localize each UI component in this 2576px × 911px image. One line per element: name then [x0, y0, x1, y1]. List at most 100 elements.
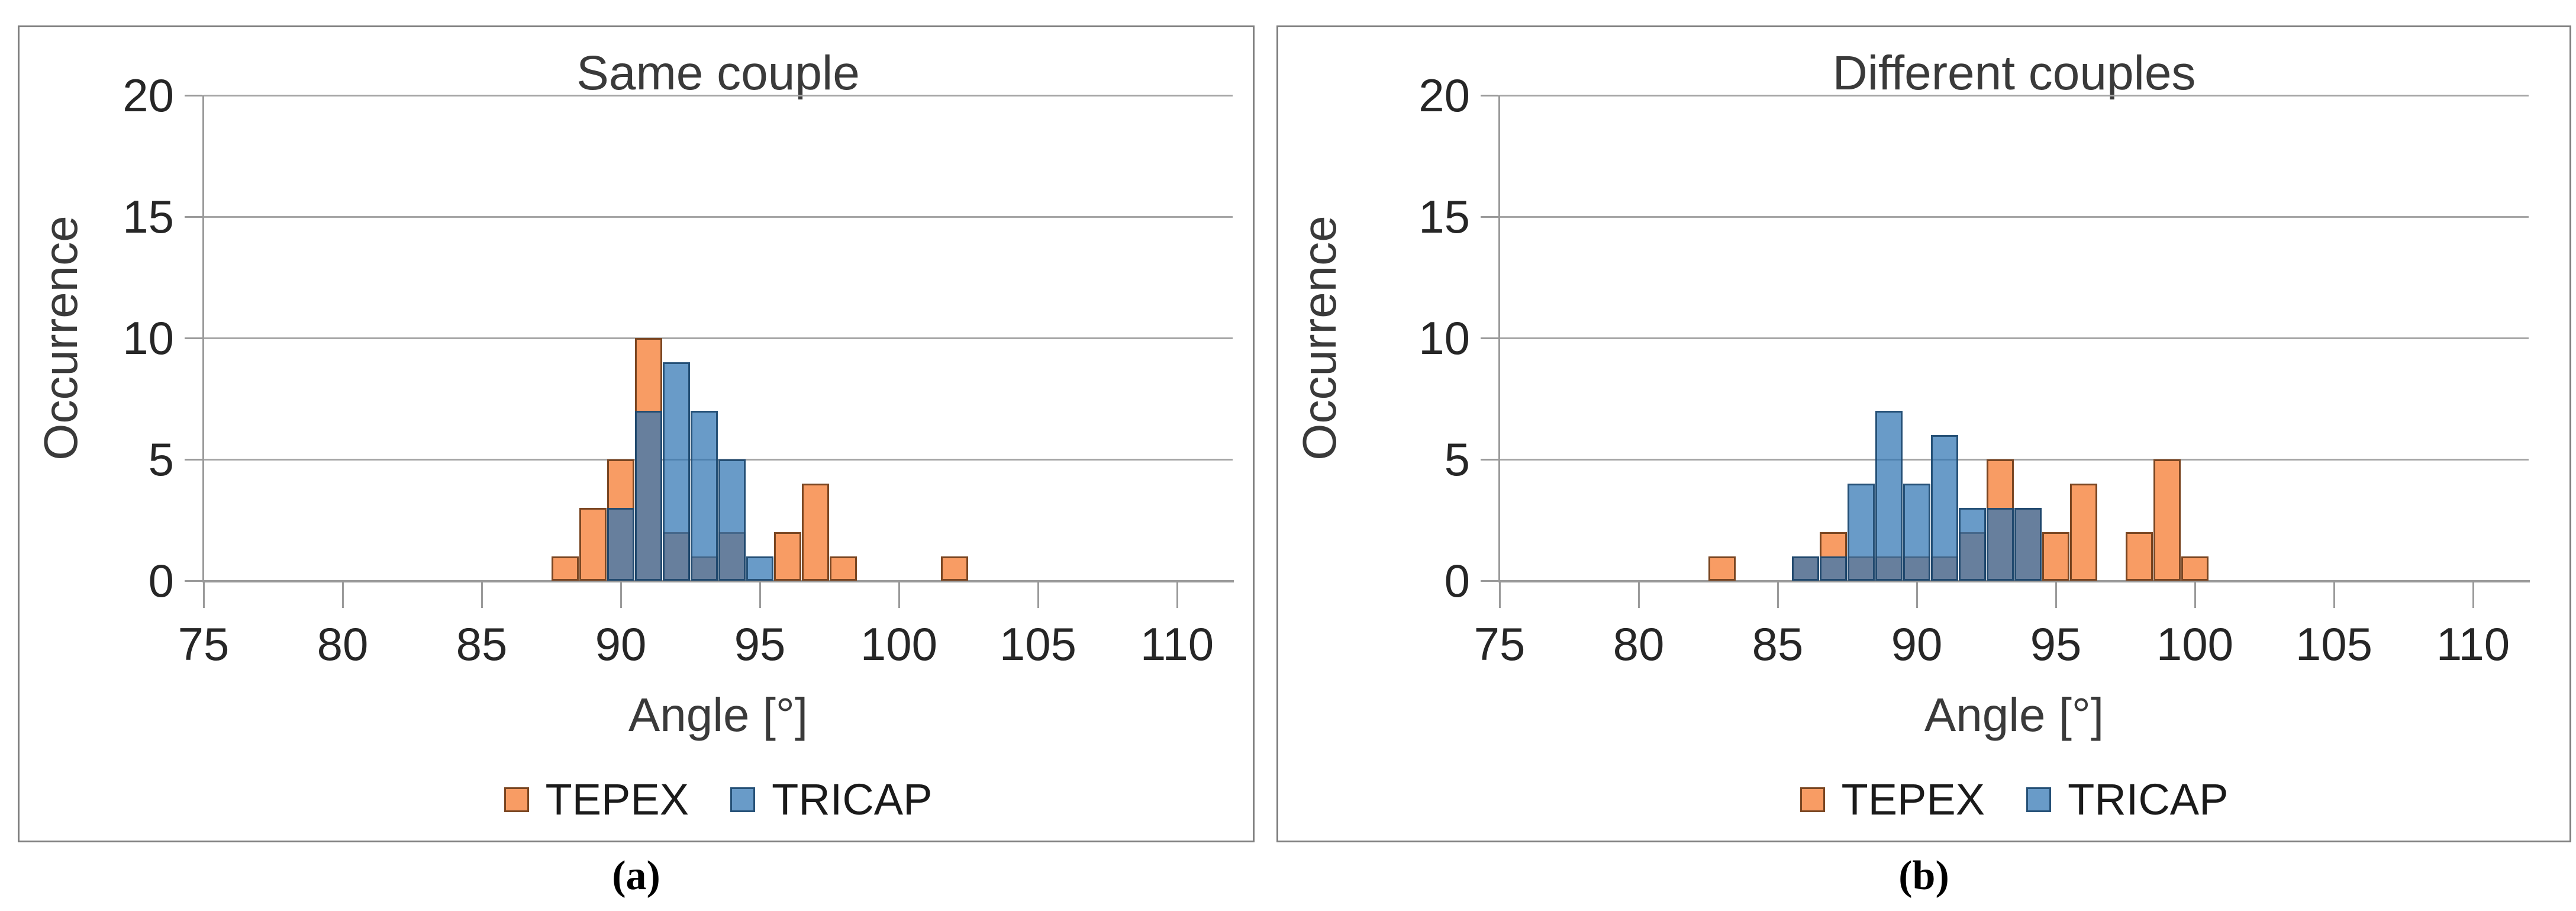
x-tick-label: 75	[178, 618, 230, 670]
tricap-swatch-icon	[2026, 787, 2052, 812]
chart-panel-same-couple: Same couple Occurrence 0 5 10 15 20 75 80 85 90 9…	[18, 25, 1255, 842]
y-tick-label: 5	[1444, 433, 1470, 485]
x-tick-mark	[2055, 581, 2057, 608]
y-tick-mark	[185, 580, 202, 582]
chart-title: Different couples	[1832, 46, 2196, 100]
plot-area: 0 5 10 15 20 75 80 85 90 95 100 105 110	[1418, 71, 2530, 668]
x-tick-label: 110	[2436, 618, 2510, 670]
bar-tricap-86	[1792, 556, 1819, 581]
bar-tricap-88	[1848, 484, 1875, 581]
x-tick-mark	[481, 581, 483, 608]
x-tick-label: 95	[734, 618, 786, 670]
y-tick-label: 20	[122, 69, 174, 121]
x-tick-mark	[1176, 581, 1178, 608]
x-tick-mark	[1638, 581, 1640, 608]
x-tick-mark	[620, 581, 622, 608]
bar-tepex-97	[802, 484, 829, 581]
y-tick-mark	[185, 337, 202, 339]
chart-title: Same couple	[576, 46, 860, 100]
y-tick-label: 0	[148, 555, 174, 607]
y-tick-mark	[185, 459, 202, 461]
bar-tricap-87	[1820, 556, 1847, 581]
bar-tricap-90	[607, 508, 634, 581]
bar-tepex-89	[579, 508, 607, 581]
y-tick-mark	[1481, 95, 1498, 96]
x-tick-label: 100	[2156, 618, 2234, 670]
tepex-swatch-icon	[1800, 787, 1825, 812]
chart-panel-different-couples: Different couples Occurrence 0 5 10 15 20 75 8…	[1276, 25, 2571, 842]
bar-tepex-100	[2181, 556, 2209, 581]
x-tick-label: 105	[2295, 618, 2373, 670]
legend-item-tricap: TRICAP	[730, 775, 933, 824]
legend-item-tepex: TEPEX	[1800, 776, 1985, 823]
subfigure-caption-b: (b)	[1898, 853, 1949, 899]
bar-tricap-94	[718, 459, 746, 581]
subfigure-caption-a: (a)	[612, 853, 660, 899]
bar-tricap-92	[1959, 508, 1986, 581]
gridline-y-10	[204, 337, 1233, 339]
x-axis-line	[202, 580, 1234, 582]
bar-tepex-98	[830, 556, 857, 581]
legend: TEPEX TRICAP	[1500, 776, 2529, 823]
y-axis-line	[1498, 95, 1500, 582]
x-tick-label: 80	[317, 618, 369, 670]
x-tick-label: 75	[1474, 618, 1526, 670]
x-tick-mark	[2333, 581, 2335, 608]
y-tick-label: 10	[122, 312, 174, 364]
bar-tepex-96	[774, 532, 801, 581]
bar-tricap-94	[2014, 508, 2042, 581]
y-tick-label: 0	[1444, 555, 1470, 607]
bar-tricap-92	[663, 362, 690, 581]
y-tick-mark	[1481, 580, 1498, 582]
bar-tepex-95	[2042, 532, 2069, 581]
x-tick-mark	[898, 581, 900, 608]
x-axis-title: Angle [°]	[1924, 688, 2104, 741]
legend: TEPEX TRICAP	[204, 776, 1233, 823]
x-tick-label: 90	[595, 618, 647, 670]
bar-tricap-90	[1903, 484, 1930, 581]
x-tick-label: 105	[999, 618, 1077, 670]
y-tick-mark	[185, 216, 202, 218]
y-tick-label: 15	[122, 191, 174, 243]
bar-tepex-96	[2070, 484, 2097, 581]
y-axis-title: Occurrence	[34, 215, 87, 461]
x-tick-label: 110	[1140, 618, 1214, 670]
x-axis-line	[1498, 580, 2530, 582]
gridline-y-5	[204, 459, 1233, 461]
x-tick-mark	[203, 581, 205, 608]
bar-tepex-88	[552, 556, 579, 581]
bar-tepex-83	[1708, 556, 1736, 581]
y-tick-label: 20	[1418, 69, 1470, 121]
bar-tepex-102	[941, 556, 968, 581]
x-tick-label: 100	[860, 618, 938, 670]
legend-label-tepex: TEPEX	[545, 775, 689, 824]
y-tick-label: 10	[1418, 312, 1470, 364]
y-tick-mark	[1481, 216, 1498, 218]
bar-tricap-93	[691, 411, 718, 581]
bar-tricap-93	[1987, 508, 2014, 581]
bar-tricap-89	[1875, 411, 1903, 581]
x-tick-label: 95	[2030, 618, 2082, 670]
legend-item-tricap: TRICAP	[2026, 775, 2229, 824]
bar-tricap-91	[635, 411, 662, 581]
y-axis-title: Occurrence	[1293, 215, 1346, 461]
x-tick-mark	[2194, 581, 2196, 608]
legend-label-tricap: TRICAP	[772, 775, 933, 824]
tepex-swatch-icon	[504, 787, 529, 812]
x-tick-mark	[1916, 581, 1918, 608]
bar-tricap-91	[1931, 435, 1958, 581]
y-tick-label: 5	[148, 433, 174, 485]
x-tick-mark	[1777, 581, 1779, 608]
x-tick-mark	[759, 581, 761, 608]
legend-label-tepex: TEPEX	[1841, 775, 1985, 824]
gridline-y-5	[1500, 459, 2529, 461]
y-tick-mark	[1481, 337, 1498, 339]
x-tick-label: 85	[456, 618, 508, 670]
x-tick-mark	[1499, 581, 1501, 608]
legend-label-tricap: TRICAP	[2068, 775, 2229, 824]
x-tick-mark	[342, 581, 344, 608]
y-tick-label: 15	[1418, 191, 1470, 243]
bar-tricap-95	[746, 556, 773, 581]
bar-tepex-98	[2126, 532, 2153, 581]
legend-item-tepex: TEPEX	[504, 776, 689, 823]
